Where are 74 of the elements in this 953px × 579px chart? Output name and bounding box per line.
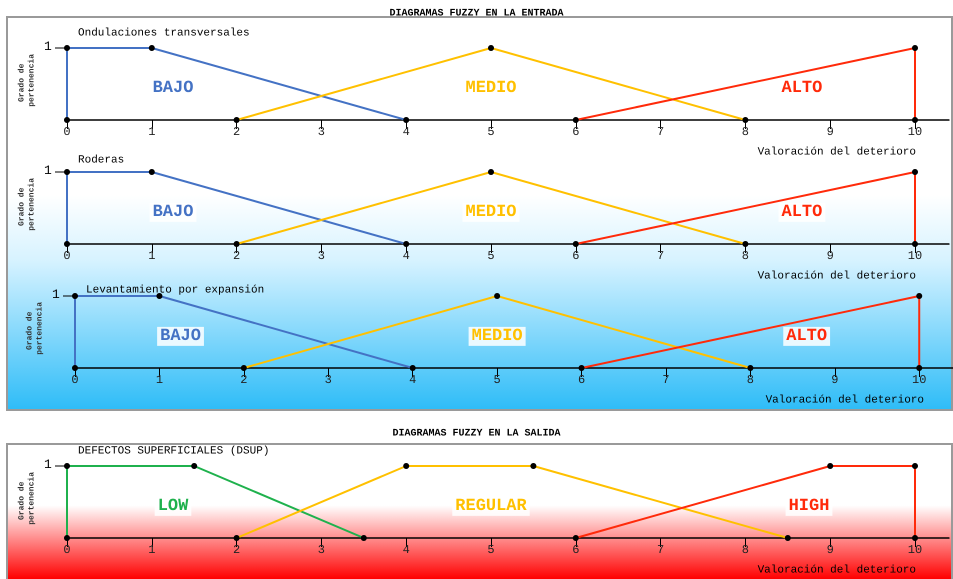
series-label: LOW <box>158 496 190 516</box>
x-tick-label: 8 <box>742 249 749 263</box>
x-tick-label: 0 <box>63 249 71 263</box>
chart-title: Levantamiento por expansión <box>86 284 264 296</box>
x-tick-label: 7 <box>662 373 670 387</box>
x-tick-label: 5 <box>494 373 501 387</box>
text: DIAGRAMAS FUZZY EN LA SALIDA <box>392 428 561 440</box>
x-tick-label: 2 <box>233 543 240 557</box>
x-tick-label: 0 <box>63 543 71 557</box>
x-tick-label: 6 <box>572 543 580 557</box>
series-label: MEDIO <box>465 78 517 98</box>
x-axis-title: Valoración del deterioro <box>766 394 924 406</box>
x-tick-label: 5 <box>487 125 495 139</box>
x-tick-label: 9 <box>831 373 838 387</box>
x-axis-title: Valoración del deterioro <box>758 146 916 158</box>
x-tick-label: 8 <box>742 125 749 139</box>
x-tick-label: 8 <box>746 373 754 387</box>
series-label: MEDIO <box>472 326 523 346</box>
series-label: ALTO <box>786 326 828 346</box>
x-tick-label: 7 <box>657 125 664 139</box>
x-tick-label: 5 <box>487 249 495 263</box>
series-label: MEDIO <box>465 202 517 222</box>
x-tick-label: 10 <box>908 125 922 139</box>
x-tick-label: 6 <box>572 249 580 263</box>
x-tick-label: 2 <box>240 373 248 387</box>
x-tick-label: 1 <box>156 373 164 387</box>
text: 1 <box>44 457 52 472</box>
x-tick-label: 3 <box>318 543 325 557</box>
y-axis-title: Grado de pertenencia <box>26 302 44 355</box>
y-axis-title: Grado de pertenencia <box>18 472 36 525</box>
y-axis-title: Grado de pertenencia <box>18 54 36 107</box>
series-label: BAJO <box>152 78 194 98</box>
x-tick-label: 7 <box>657 249 664 263</box>
x-tick-label: 4 <box>402 125 410 139</box>
chart-title: Roderas <box>78 154 124 166</box>
text: 1 <box>44 39 52 54</box>
text: 1 <box>52 287 60 302</box>
x-tick-label: 1 <box>148 249 156 263</box>
x-tick-label: 9 <box>826 125 834 139</box>
x-tick-label: 4 <box>409 373 416 387</box>
x-tick-label: 4 <box>402 249 410 263</box>
x-axis-title: Valoración del deterioro <box>758 564 916 576</box>
x-tick-label: 4 <box>402 543 410 557</box>
x-tick-label: 10 <box>908 249 922 263</box>
x-tick-label: 3 <box>324 373 332 387</box>
y-axis-title: Grado de pertenencia <box>18 178 36 231</box>
x-tick-label: 2 <box>233 125 240 139</box>
chart-title: Ondulaciones transversales <box>78 27 250 40</box>
series-label: BAJO <box>160 326 201 346</box>
text: 1 <box>44 163 52 178</box>
x-tick-label: 9 <box>826 543 834 557</box>
x-tick-label: 3 <box>318 125 325 139</box>
x-tick-label: 8 <box>742 543 749 557</box>
x-tick-label: 6 <box>572 125 580 139</box>
x-axis-title: Valoración del deterioro <box>758 270 916 282</box>
text: DIAGRAMAS FUZZY EN LA ENTRADA <box>389 8 564 20</box>
series-label: BAJO <box>152 202 194 222</box>
series-label: REGULAR <box>455 496 528 516</box>
x-tick-label: 2 <box>233 249 240 263</box>
series-label: ALTO <box>782 78 822 98</box>
x-tick-label: 1 <box>148 543 156 557</box>
x-tick-label: 1 <box>148 125 156 139</box>
x-tick-label: 0 <box>63 125 71 139</box>
x-tick-label: 5 <box>487 543 495 557</box>
series-label: ALTO <box>782 202 822 222</box>
x-tick-label: 7 <box>657 543 664 557</box>
chart-title: DEFECTOS SUPERFICIALES (DSUP) <box>78 445 270 458</box>
x-tick-label: 10 <box>908 543 922 557</box>
x-tick-label: 6 <box>578 373 586 387</box>
x-tick-label: 3 <box>318 249 325 263</box>
x-tick-label: 10 <box>912 373 926 387</box>
x-tick-label: 0 <box>71 373 79 387</box>
series-label: HIGH <box>788 496 830 516</box>
x-tick-label: 9 <box>826 249 834 263</box>
